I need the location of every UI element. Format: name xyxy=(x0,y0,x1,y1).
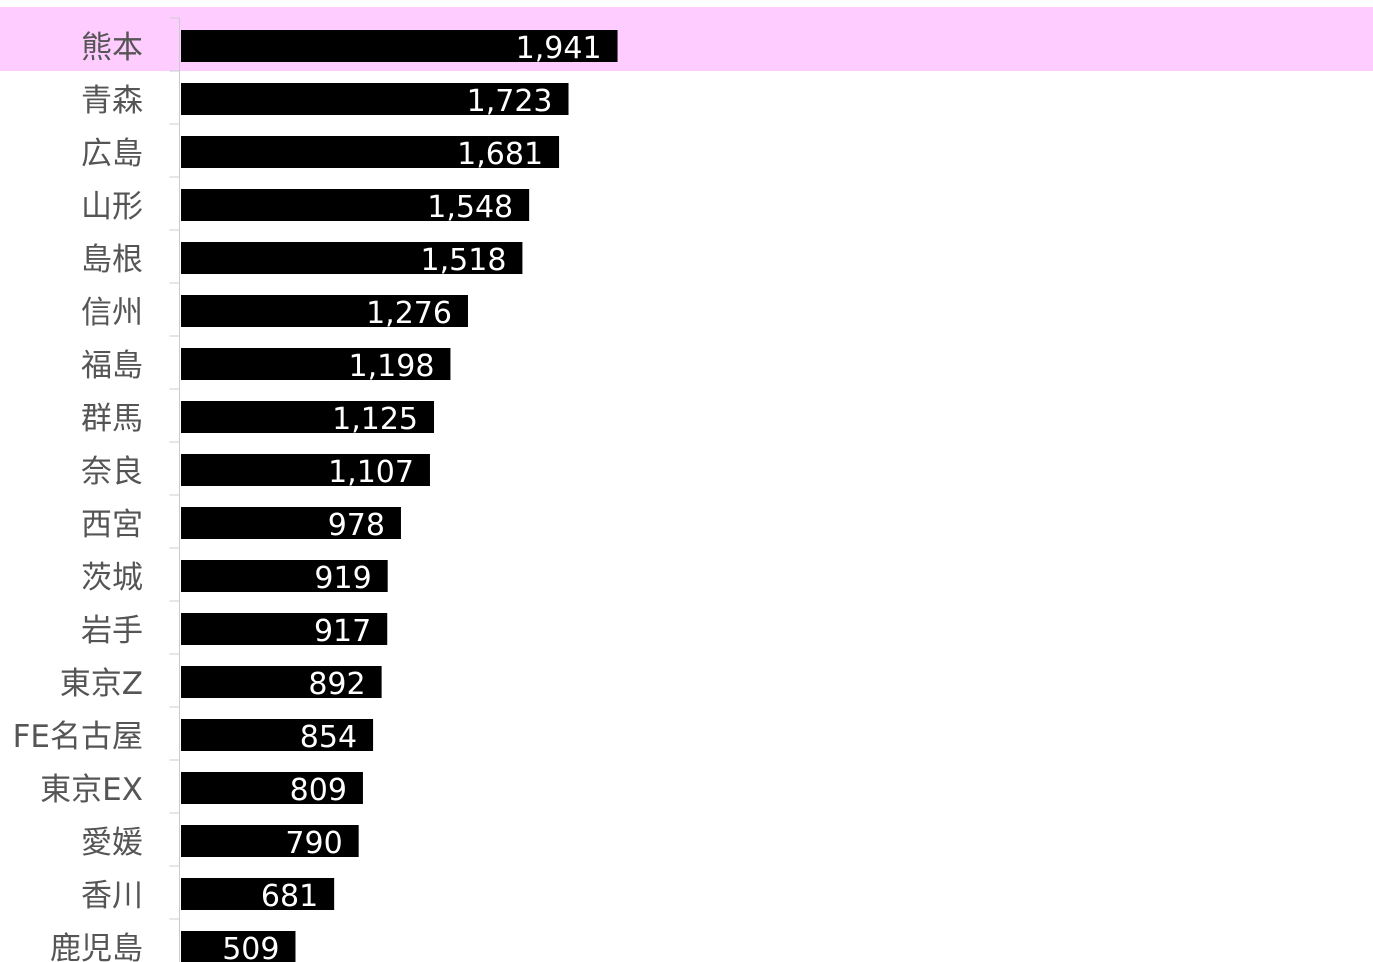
category-label: 信州 xyxy=(81,295,143,331)
category-label: 西宮 xyxy=(81,507,143,543)
category-label: 東京Z xyxy=(60,666,143,702)
bar-value-label: 1,941 xyxy=(516,31,602,66)
bar-value-label: 978 xyxy=(328,508,385,543)
bars-layer xyxy=(181,30,618,962)
bar-value-label: 919 xyxy=(314,561,371,596)
bar-value-label: 854 xyxy=(300,720,357,755)
axis-layer xyxy=(169,17,180,962)
bar xyxy=(181,454,430,486)
bar xyxy=(181,30,618,62)
bar xyxy=(181,83,569,115)
bar xyxy=(181,825,359,857)
bar xyxy=(181,878,335,910)
category-label: 奈良 xyxy=(81,454,143,490)
category-label: 岩手 xyxy=(81,613,143,649)
bar-value-label: 809 xyxy=(290,773,347,808)
bar xyxy=(181,507,401,539)
category-label: 愛媛 xyxy=(81,825,143,861)
bar-value-label: 917 xyxy=(314,614,371,649)
category-label: 鹿児島 xyxy=(50,931,143,962)
bar xyxy=(181,772,363,804)
bar xyxy=(181,401,435,433)
bar-value-label: 1,107 xyxy=(328,455,414,490)
bar-value-label: 1,548 xyxy=(427,190,513,225)
labels-layer: 1,941 熊本 1,723 青森 1,681 広島 1,548 山形 1,518 島根 1,276… xyxy=(13,30,602,962)
bar-value-label: 1,681 xyxy=(457,137,543,172)
bar xyxy=(181,931,296,962)
category-label: FE名古屋 xyxy=(13,719,143,755)
bar xyxy=(181,560,388,592)
bar-value-label: 892 xyxy=(308,667,365,702)
bar xyxy=(181,348,451,380)
bar-value-label: 1,125 xyxy=(332,402,418,437)
bar xyxy=(181,613,388,645)
bar xyxy=(181,719,374,751)
bar xyxy=(181,136,560,168)
bar-value-label: 790 xyxy=(285,826,342,861)
bar-value-label: 509 xyxy=(222,932,279,962)
category-label: 茨城 xyxy=(81,560,143,596)
bar xyxy=(181,189,530,221)
bar-value-label: 681 xyxy=(261,879,318,914)
bar xyxy=(181,295,468,327)
bar-value-label: 1,198 xyxy=(349,349,435,384)
category-label: 青森 xyxy=(81,83,143,119)
category-label: 香川 xyxy=(81,878,143,914)
bar-value-label: 1,723 xyxy=(467,84,553,119)
category-label: 東京EX xyxy=(40,772,143,808)
bar xyxy=(181,242,523,274)
category-label: 広島 xyxy=(81,136,143,172)
category-label: 群馬 xyxy=(81,401,143,437)
bar-value-label: 1,518 xyxy=(421,243,507,278)
bar xyxy=(181,666,382,698)
category-label: 福島 xyxy=(81,348,143,384)
bar-value-label: 1,276 xyxy=(366,296,452,331)
category-label: 島根 xyxy=(81,242,143,278)
category-label: 熊本 xyxy=(81,30,143,66)
category-label: 山形 xyxy=(81,189,143,225)
